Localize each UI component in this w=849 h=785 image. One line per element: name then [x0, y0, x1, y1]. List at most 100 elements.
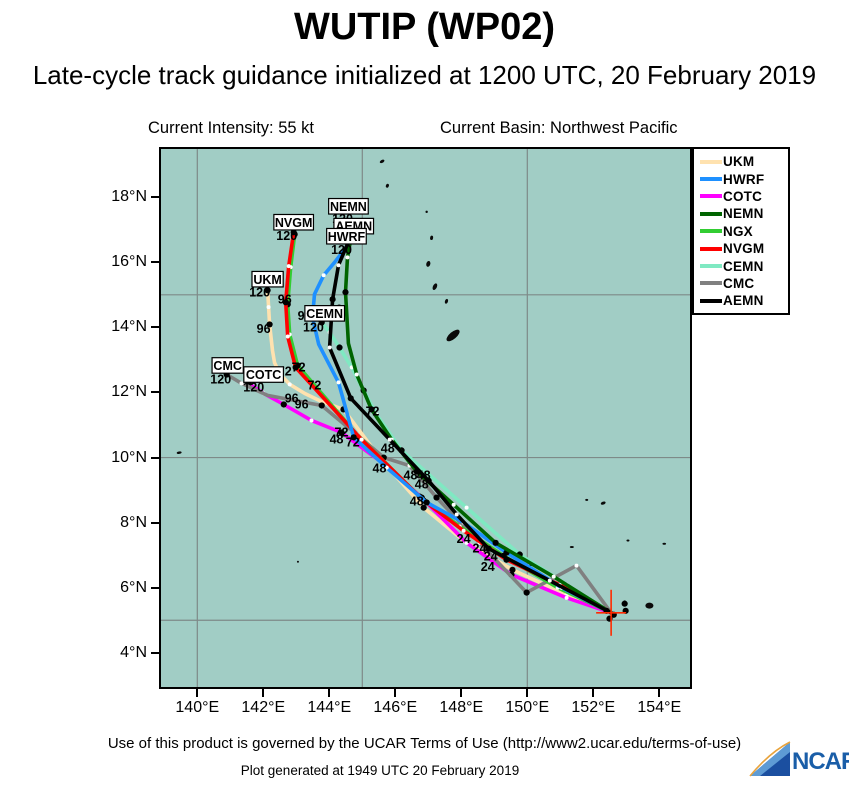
legend-item-aemn: AEMN: [700, 292, 788, 309]
model-end-label: CMC: [213, 359, 241, 373]
island-shape: [385, 183, 389, 188]
track-12h-mark: [384, 465, 389, 470]
x-axis-tick: [526, 689, 529, 697]
hour-label: 24: [484, 550, 498, 564]
track-24h-dot: [433, 494, 440, 501]
hour-label: 48: [410, 495, 424, 509]
hour-label: 96: [285, 392, 299, 406]
track-24h-dot: [485, 545, 492, 552]
track-12h-mark: [451, 502, 456, 507]
y-axis-tick-label: 18°N: [111, 188, 147, 206]
start-cluster-dot: [621, 600, 628, 607]
legend: UKM HWRF COTC NEMN NGX NVGM CEMN CMC AEMN: [692, 147, 790, 315]
island-shape: [662, 542, 667, 545]
y-axis-tick-label: 16°N: [111, 253, 147, 271]
hour-label: 72: [346, 435, 360, 449]
legend-item-nemn: NEMN: [700, 205, 788, 222]
track-24h-dot: [368, 406, 375, 413]
island-shape: [444, 298, 449, 304]
x-axis-tick: [328, 689, 331, 697]
island-shape: [626, 539, 630, 542]
legend-swatch: [700, 211, 722, 216]
model-end-label-box: [243, 366, 285, 383]
legend-label: CEMN: [723, 258, 764, 274]
track-12h-mark: [464, 505, 469, 510]
legend-swatch: [700, 194, 722, 199]
model-end-label-box: [273, 213, 315, 231]
y-axis-tick-label: 14°N: [111, 318, 147, 336]
legend-label: COTC: [723, 188, 763, 204]
island-shape: [600, 501, 606, 505]
legend-swatch: [700, 281, 722, 286]
y-axis-tick-label: 12°N: [111, 383, 147, 401]
track-24h-dot: [264, 287, 271, 294]
y-axis-tick-label: 4°N: [120, 643, 147, 661]
island-shape: [585, 498, 589, 501]
legend-item-cmc: CMC: [700, 275, 788, 292]
hour-label: 96: [278, 292, 292, 306]
x-axis-tick-label: 150°E: [505, 699, 550, 716]
island-shape: [569, 546, 574, 549]
island-shape: [645, 602, 654, 609]
y-axis-tick: [151, 326, 159, 329]
track-12h-mark: [309, 418, 314, 423]
legend-label: UKM: [723, 154, 755, 170]
track-12h-mark: [321, 273, 326, 278]
x-axis-tick: [460, 689, 463, 697]
track-24h-dot: [292, 364, 299, 371]
legend-item-ngx: NGX: [700, 223, 788, 240]
track-24h-dot: [266, 321, 273, 328]
legend-swatch: [700, 159, 722, 164]
legend-swatch: [700, 264, 722, 269]
track-ukm: [265, 288, 613, 615]
legend-swatch: [700, 298, 722, 303]
model-end-label-box: [211, 357, 244, 374]
y-axis-tick: [151, 521, 159, 524]
y-axis-tick: [151, 391, 159, 394]
x-axis-tick-label: 142°E: [241, 699, 286, 716]
model-end-label: NEMN: [330, 200, 367, 214]
track-aemn: [327, 234, 613, 615]
track-12h-mark: [286, 264, 291, 269]
island-shape: [379, 159, 385, 164]
hour-label: 24: [457, 532, 471, 546]
hour-label: 48: [330, 433, 344, 447]
track-12h-mark: [461, 528, 466, 533]
track-24h-dot: [338, 429, 345, 436]
track-12h-mark: [327, 345, 332, 350]
track-24h-dot: [290, 229, 297, 236]
track-12h-mark: [354, 372, 359, 377]
legend-swatch: [700, 177, 722, 182]
model-end-label: COTC: [246, 368, 281, 382]
track-12h-mark: [287, 382, 292, 387]
x-axis-tick: [262, 689, 265, 697]
track-12h-mark: [564, 595, 569, 600]
y-axis-tick-label: 6°N: [120, 578, 147, 596]
track-12h-mark: [551, 574, 556, 579]
track-12h-mark: [239, 381, 244, 386]
track-hwrf: [310, 242, 613, 615]
hour-label: 72: [335, 425, 349, 439]
hour-label: 48: [417, 469, 431, 483]
legend-label: CMC: [723, 275, 755, 291]
model-end-label: UKM: [253, 273, 281, 287]
hour-label: 48: [404, 469, 418, 483]
terms-of-use-text: Use of this product is governed by the U…: [107, 735, 742, 752]
x-axis-tick-label: 146°E: [373, 699, 418, 716]
track-24h-dot: [492, 539, 499, 546]
island-shape: [176, 451, 182, 454]
page-subtitle: Late-cycle track guidance initialized at…: [32, 60, 817, 90]
y-axis-tick: [151, 651, 159, 654]
legend-label: NVGM: [723, 241, 765, 257]
generated-timestamp-text: Plot generated at 1949 UTC 20 February 2…: [240, 763, 520, 778]
hour-label: 24: [473, 542, 487, 556]
hour-label: 120: [210, 372, 231, 386]
legend-label: AEMN: [723, 293, 764, 309]
hour-label: 24: [481, 560, 495, 574]
ncar-swoosh-icon: [749, 741, 791, 777]
x-axis-tick: [394, 689, 397, 697]
legend-item-nvgm: NVGM: [700, 240, 788, 257]
model-end-label: HWRF: [328, 230, 366, 244]
model-end-label-box: [328, 197, 369, 215]
